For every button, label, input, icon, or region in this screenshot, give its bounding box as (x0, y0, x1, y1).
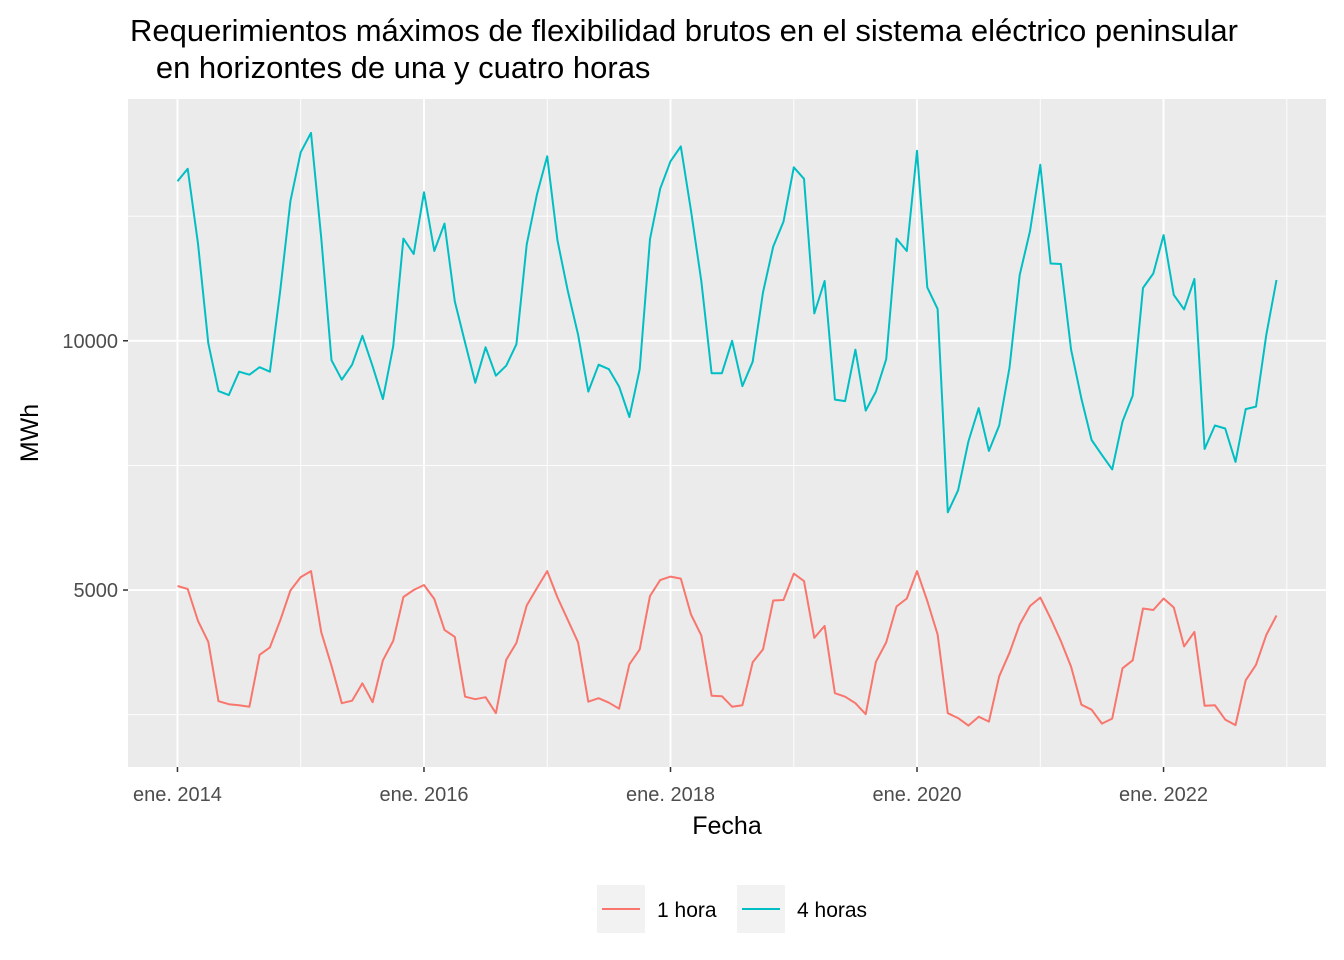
y-axis-title: MWh (16, 404, 44, 462)
x-tick-label: ene. 2014 (133, 784, 222, 806)
x-tick-label: ene. 2018 (626, 784, 715, 806)
legend-label: 4 horas (797, 899, 867, 922)
x-axis: ene. 2014 ene. 2016 ene. 2018 ene. 2020 ene.… (133, 767, 1208, 806)
x-tick-label: ene. 2022 (1119, 784, 1208, 806)
x-tick-label: ene. 2020 (873, 784, 962, 806)
y-tick-label: 10000 (62, 331, 118, 353)
legend-label: 1 hora (657, 899, 717, 922)
series-line-4-horas (176, 131, 1278, 514)
plot-panel (128, 99, 1326, 767)
y-axis: 5000 10000 (62, 331, 128, 602)
minor-gridlines (128, 99, 1326, 767)
x-tick-label: ene. 2016 (379, 784, 468, 806)
major-gridlines (128, 99, 1326, 767)
legend: 1 hora 4 horas (597, 885, 867, 933)
x-axis-title: Fecha (692, 812, 762, 840)
y-tick-label: 5000 (74, 580, 119, 602)
series-lines (176, 131, 1278, 727)
chart-title: Requerimientos máximos de flexibilidad b… (130, 13, 1238, 85)
series-line-1-hora (177, 570, 1278, 727)
